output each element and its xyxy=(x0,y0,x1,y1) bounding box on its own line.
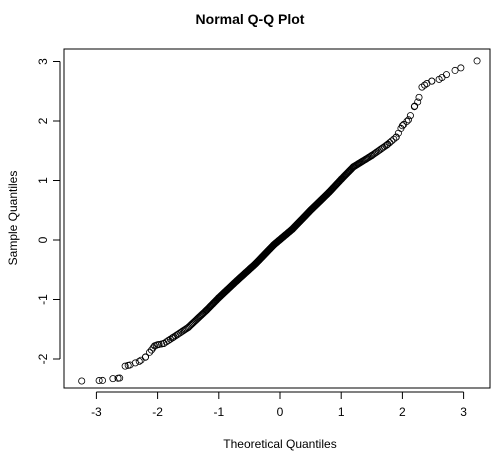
data-point xyxy=(337,175,345,183)
data-point xyxy=(184,323,192,331)
data-point xyxy=(109,375,117,383)
points-layer xyxy=(78,57,481,385)
data-point xyxy=(418,83,426,91)
x-tick-label: -3 xyxy=(91,405,102,419)
data-point xyxy=(386,139,394,147)
data-point xyxy=(233,276,241,284)
data-point xyxy=(415,93,423,101)
data-point xyxy=(78,377,86,385)
y-tick-label: -1 xyxy=(36,294,50,305)
x-tick-label: 3 xyxy=(460,405,467,419)
data-point xyxy=(215,294,223,302)
y-tick-label: 0 xyxy=(36,236,50,243)
data-point xyxy=(406,112,414,120)
y-tick-label: 1 xyxy=(36,177,50,184)
y-tick-label: 3 xyxy=(36,58,50,65)
data-point xyxy=(388,137,396,145)
data-point xyxy=(307,206,315,214)
y-tick-label: 2 xyxy=(36,117,50,124)
data-point xyxy=(428,77,436,85)
data-point xyxy=(325,188,333,196)
chart-title: Normal Q-Q Plot xyxy=(196,11,305,27)
data-point xyxy=(368,152,376,160)
data-point xyxy=(435,75,443,83)
data-point xyxy=(146,348,154,356)
y-axis-label: Sample Quantiles xyxy=(6,171,20,266)
y-tick-label: -2 xyxy=(36,353,50,364)
data-point xyxy=(473,57,481,65)
data-point xyxy=(398,122,406,130)
data-point xyxy=(135,357,143,365)
data-point xyxy=(126,361,134,369)
x-tick-label: 2 xyxy=(399,405,406,419)
data-point xyxy=(151,342,159,350)
data-point xyxy=(442,71,450,79)
data-point xyxy=(141,353,149,361)
data-point xyxy=(414,98,422,106)
x-tick-label: 0 xyxy=(277,405,284,419)
data-point xyxy=(270,241,278,249)
data-point xyxy=(116,374,124,382)
x-tick-label: 1 xyxy=(338,405,345,419)
x-tick-label: -1 xyxy=(213,405,224,419)
data-point xyxy=(95,377,103,385)
data-point xyxy=(252,260,260,268)
data-point xyxy=(405,116,413,124)
data-point xyxy=(403,117,411,125)
data-point xyxy=(383,141,391,149)
data-point xyxy=(121,362,129,370)
data-point xyxy=(160,340,168,348)
x-tick-label: -2 xyxy=(152,405,163,419)
data-point xyxy=(99,376,107,384)
data-point xyxy=(203,306,211,314)
y-axis: -2 -1 0 1 2 3 xyxy=(36,58,61,364)
data-point xyxy=(168,334,176,342)
data-point xyxy=(457,64,465,72)
data-point xyxy=(390,135,398,143)
data-point xyxy=(451,66,459,74)
data-point xyxy=(288,225,296,233)
plot-frame xyxy=(63,48,491,389)
x-axis: -3 -2 -1 0 1 2 3 xyxy=(91,391,467,419)
data-point xyxy=(169,334,177,342)
data-point xyxy=(367,152,375,160)
data-point xyxy=(349,163,357,171)
x-axis-label: Theoretical Quantiles xyxy=(223,437,336,451)
data-point xyxy=(392,133,400,141)
